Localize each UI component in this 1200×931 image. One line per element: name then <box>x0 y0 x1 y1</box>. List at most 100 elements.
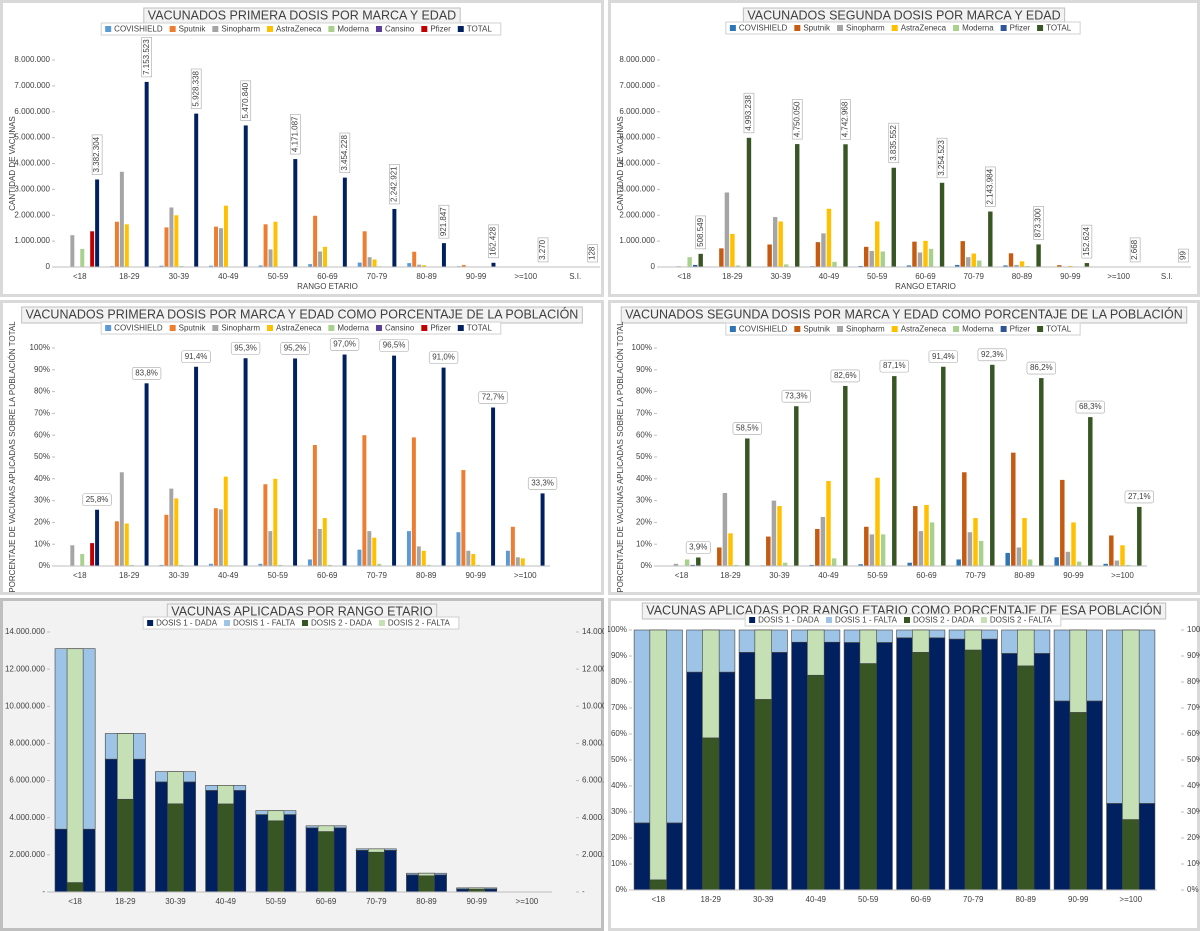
bar <box>70 235 75 267</box>
bar <box>179 564 184 566</box>
data-label: 4.993.238 <box>744 95 753 131</box>
y-tick-label: 2.000.000 <box>619 210 655 219</box>
y2-tick-label: 6.000.000 <box>582 776 604 785</box>
data-label-box <box>936 137 948 179</box>
x-tick-label: <18 <box>651 895 665 904</box>
legend-swatch <box>1037 326 1044 332</box>
bar <box>194 366 199 566</box>
bar <box>794 406 799 566</box>
bar <box>476 564 481 566</box>
bar <box>323 246 328 267</box>
y-tick-label: 80% <box>611 677 627 686</box>
x-tick-label: >=100 <box>1107 272 1130 281</box>
data-label-box <box>141 37 152 78</box>
bar <box>1114 560 1120 566</box>
legend-label: COVISHIELD <box>114 25 163 34</box>
data-label: 2.668 <box>1130 239 1139 260</box>
bar <box>673 563 679 566</box>
x-tick-label: >=100 <box>1111 571 1134 580</box>
bar <box>782 562 788 566</box>
chart-title: VACUNADOS SEGUNDA DOSIS POR MARCA Y EDAD… <box>625 306 1183 321</box>
x-tick-label: 60-69 <box>317 571 338 580</box>
bar <box>510 526 515 566</box>
data-label-box <box>379 339 409 352</box>
data-label-box <box>1129 237 1141 263</box>
data-label-box <box>830 369 860 383</box>
y-tick-label: 40% <box>611 781 627 790</box>
bar <box>907 562 912 566</box>
data-label: 3.254.523 <box>937 140 946 176</box>
y-tick-label: 3.000.000 <box>14 184 50 193</box>
data-label-box <box>488 224 499 259</box>
bar <box>956 559 961 566</box>
bar <box>317 528 322 566</box>
x-tick-label: 40-49 <box>218 571 239 580</box>
x-tick-label: >=100 <box>514 272 537 281</box>
bar <box>869 534 875 566</box>
bar <box>80 554 85 566</box>
data-label: 99 <box>1179 251 1188 260</box>
y-tick-label: 7.000.000 <box>619 81 655 90</box>
bar <box>772 217 778 267</box>
bar <box>308 264 313 267</box>
x-tick-label: 50-59 <box>268 272 289 281</box>
x-tick-label: >=100 <box>514 571 537 580</box>
bar <box>372 537 377 566</box>
stacked-bar-segment <box>116 798 134 893</box>
data-label-box <box>339 132 351 173</box>
stacked-bar-segment <box>66 648 84 883</box>
data-label: 2.242.921 <box>389 166 398 202</box>
legend-swatch <box>729 326 736 332</box>
x-tick-label: 60-69 <box>316 897 337 906</box>
y2-tick-label: 100% <box>1187 625 1200 634</box>
x-tick-label: 18-29 <box>119 571 140 580</box>
data-label-box <box>1124 490 1154 504</box>
bar <box>520 558 525 566</box>
y2-tick-label: 30% <box>1187 807 1200 816</box>
data-label: 83,8% <box>135 368 158 377</box>
bar <box>307 559 312 566</box>
bar <box>955 264 960 267</box>
y-tick-label: 8.000.000 <box>14 55 50 64</box>
x-tick-label: 18-29 <box>720 571 741 580</box>
bar <box>918 531 924 566</box>
bar <box>194 113 199 268</box>
legend-label: Sputnik <box>179 25 207 34</box>
legend-swatch <box>375 325 382 331</box>
data-label: 3.382.304 <box>92 136 101 172</box>
data-label: 152.624 <box>1082 227 1091 256</box>
data-label: 508.549 <box>696 217 705 246</box>
data-label-box <box>685 541 711 554</box>
y-tick-label: 60% <box>34 430 50 439</box>
x-tick-label: 60-69 <box>911 895 932 904</box>
stacked-bar-segment <box>66 882 84 893</box>
bar <box>342 354 347 566</box>
chart-panel: VACUNAS APLICADAS POR RANGO ETARIODOSIS … <box>0 598 604 931</box>
legend-box <box>100 22 502 36</box>
data-label-box <box>985 166 996 207</box>
bar <box>466 550 471 566</box>
x-tick-label: 60-69 <box>915 272 936 281</box>
data-label: 92,3% <box>981 350 1004 359</box>
data-label: 91,0% <box>432 353 455 362</box>
y-axis-title: PORCENTAJE DE VACUNAS APLICADAS SOBRE LA… <box>616 321 625 593</box>
bar <box>923 240 928 267</box>
bar <box>293 159 298 267</box>
bar <box>174 498 179 566</box>
legend-label: DOSIS 2 - FALTA <box>388 619 451 628</box>
stacked-bar-segment <box>1017 665 1035 891</box>
x-tick-label: 80-89 <box>1014 571 1035 580</box>
bar <box>407 263 412 267</box>
bar <box>327 564 332 566</box>
bar <box>119 171 124 267</box>
bar <box>243 125 248 267</box>
legend-label: DOSIS 1 - FALTA <box>233 619 296 628</box>
bar <box>491 407 496 566</box>
x-tick-label: 80-89 <box>416 272 437 281</box>
data-label-box <box>732 422 762 435</box>
chart-panel: VACUNADOS SEGUNDA DOSIS POR MARCA Y EDAD… <box>608 300 1200 595</box>
stacked-bar-segment <box>807 674 825 891</box>
y2-tick-label: 90% <box>1187 651 1200 660</box>
bar <box>293 358 298 566</box>
bar <box>858 564 863 566</box>
